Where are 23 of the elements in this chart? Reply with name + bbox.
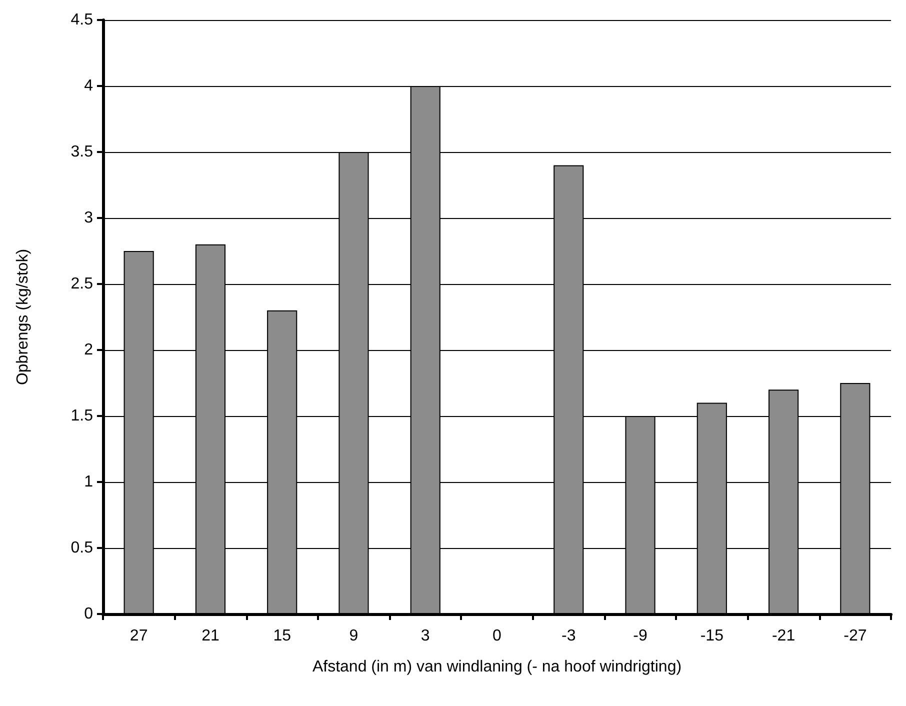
x-tick-label: 0 (492, 628, 502, 644)
y-tick-label: 1.5 (70, 408, 94, 424)
x-tick-label: -15 (700, 628, 724, 644)
y-axis-title: Opbrengs (kg/stok) (14, 248, 32, 386)
x-tick-label: 21 (202, 628, 220, 644)
y-tick-label: 3.5 (70, 144, 94, 160)
y-tick-label: 4 (84, 78, 94, 94)
y-tick-label: 3 (84, 210, 94, 226)
x-tick-label: -27 (844, 628, 867, 644)
y-tick-label: 0.5 (70, 540, 94, 556)
x-tick-label: -3 (562, 628, 576, 644)
x-tick-label: -9 (633, 628, 648, 644)
y-tick-label: 2 (84, 342, 94, 358)
x-tick-label: 15 (273, 628, 292, 644)
y-tick-label: 2.5 (70, 276, 94, 292)
x-tick-label: -21 (772, 628, 796, 644)
y-tick-label: 4.5 (70, 12, 94, 28)
x-tick-label: 3 (420, 628, 430, 644)
x-tick-label: 9 (349, 628, 358, 644)
y-tick-label: 0 (84, 606, 94, 622)
y-tick-label: 1 (84, 474, 94, 490)
x-tick-label: 27 (130, 628, 148, 644)
x-axis-title: Afstand (in m) van windlaning (- na hoof windrigting) (312, 658, 682, 676)
